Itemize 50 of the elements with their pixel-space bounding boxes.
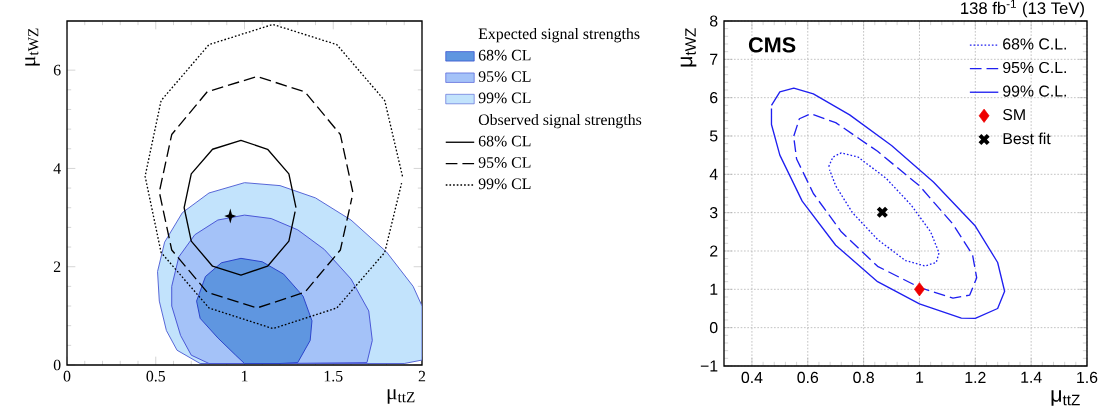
y-tick-label: 4 [709,168,718,180]
legend-label: 99% CL [478,92,531,104]
legend-label: 68% C.L. [1003,38,1066,50]
y-tick-label: 6 [53,64,61,76]
x-axis-title: μ$_{ttZ}$ [387,389,415,404]
y-tick-label: 6 [710,92,718,104]
legend-label: 95% CL [478,157,531,168]
y-tick-label: 5 [709,130,718,142]
y-tick-label: 0 [53,359,61,371]
x-tick-label: 1.2 [965,371,986,383]
y-tick-label: 2 [53,261,61,272]
legend-label: 68% CL [478,49,531,61]
legend-label: SM [1003,109,1025,121]
line-series [793,113,978,299]
legend-label: 99% C.L. [1003,85,1066,97]
y-tick-label: 8 [709,15,718,27]
y-tick-label: 0 [709,322,718,334]
x-axis-title: μ$_{ttZ}$ [1051,390,1080,406]
y-tick-label: 2 [710,245,718,257]
y-tick-label: 3 [709,207,718,219]
x-tick-label: 0.8 [853,371,874,384]
x-tick-label: 0.5 [146,370,166,382]
y-tick-label: 4 [53,163,61,174]
legend-label: 68% CL [478,135,531,147]
y-axis-title: μ$_{tWZ}$ [680,28,697,67]
text: Expected signal strengths [478,28,640,43]
line-series [828,152,940,267]
x-tick-label: 0.6 [797,371,819,384]
text: Observed signal strengths [478,113,642,129]
x-tick-label: 1.6 [1077,371,1098,384]
annotation: CMS [748,37,796,53]
x-tick-label: 1.5 [324,370,343,382]
legend-label: 95% CL [478,71,531,82]
x-tick-label: 1 [916,371,924,383]
x-tick-label: 2 [418,370,426,382]
y-tick-label: −1 [700,360,718,372]
line-series [158,75,354,309]
line-series [144,23,404,330]
line-series [183,139,297,276]
x-tick-label: 1 [241,370,248,382]
x-tick-label: 1.4 [1021,371,1042,383]
legend-label: Best fit [1003,132,1051,145]
y-tick-label: 7 [710,53,718,65]
x-tick-label: 0.4 [741,371,763,384]
y-tick-label: 1 [710,283,718,295]
x-tick-label: 0 [63,370,71,382]
y-axis-title: μ$_{tWZ}$ [25,28,40,66]
legend-label: 95% C.L. [1003,61,1066,74]
legend-label: 99% CL [478,178,531,190]
chart-title: 138 fb$^{-1}$ (13 TeV) [961,0,1084,18]
